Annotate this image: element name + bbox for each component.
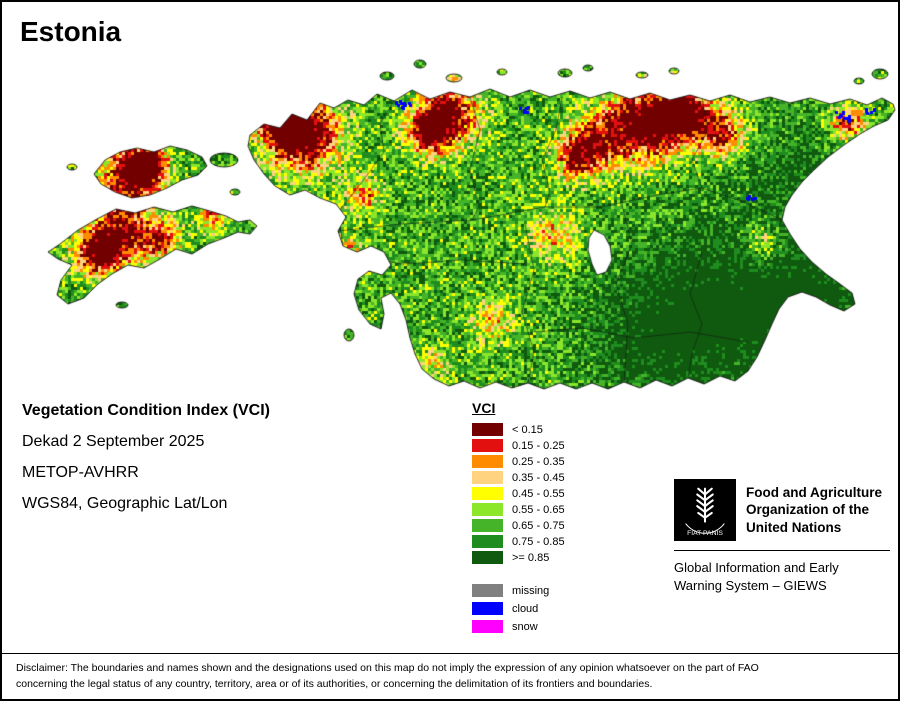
disclaimer-line1: Disclaimer: The boundaries and names sho…: [16, 662, 759, 674]
legend-swatch: [472, 423, 503, 436]
map-info-block: Vegetation Condition Index (VCI) Dekad 2…: [22, 402, 270, 526]
legend-extra-row: snow: [472, 620, 565, 633]
legend-extra-row: cloud: [472, 602, 565, 615]
legend-label: 0.15 - 0.25: [512, 439, 565, 452]
legend-extras: missing cloud snow: [472, 584, 565, 633]
legend-row: 0.25 - 0.35: [472, 455, 565, 468]
fao-divider: [674, 550, 890, 551]
projection-label: WGS84, Geographic Lat/Lon: [22, 495, 228, 512]
fao-block: FIAT PANIS Food and Agriculture Organiza…: [674, 479, 892, 595]
legend-row: >= 0.85: [472, 551, 565, 564]
legend-swatch: [472, 439, 503, 452]
legend-label: < 0.15: [512, 423, 543, 436]
legend-swatch-missing: [472, 584, 503, 597]
legend-label: 0.25 - 0.35: [512, 455, 565, 468]
fao-org-name: Food and Agriculture Organization of the…: [746, 485, 882, 535]
legend-swatch: [472, 455, 503, 468]
index-name-label: Vegetation Condition Index (VCI): [22, 402, 270, 419]
legend-row: 0.35 - 0.45: [472, 471, 565, 484]
legend-row: 0.55 - 0.65: [472, 503, 565, 516]
legend-label: 0.45 - 0.55: [512, 487, 565, 500]
legend-row: < 0.15: [472, 423, 565, 436]
fao-logo-icon: FIAT PANIS: [674, 479, 736, 541]
disclaimer: Disclaimer: The boundaries and names sho…: [2, 653, 898, 693]
legend-swatch-cloud: [472, 602, 503, 615]
legend-label: >= 0.85: [512, 551, 550, 564]
legend-row: 0.65 - 0.75: [472, 519, 565, 532]
legend-label-cloud: cloud: [512, 602, 539, 615]
legend-swatch: [472, 519, 503, 532]
legend-label-snow: snow: [512, 620, 538, 633]
legend-row: 0.15 - 0.25: [472, 439, 565, 452]
legend-swatch: [472, 551, 503, 564]
legend-label: 0.35 - 0.45: [512, 471, 565, 484]
legend-label: 0.75 - 0.85: [512, 535, 565, 548]
page-title: Estonia: [20, 16, 122, 47]
vci-raster-map: [2, 2, 900, 432]
legend-label: 0.65 - 0.75: [512, 519, 565, 532]
legend-extra-row: missing: [472, 584, 565, 597]
legend-title: VCI: [472, 400, 496, 416]
giews-label: Global Information and Early Warning Sys…: [674, 560, 839, 594]
legend-row: 0.75 - 0.85: [472, 535, 565, 548]
disclaimer-line2: concerning the legal status of any count…: [16, 678, 653, 691]
legend-swatch: [472, 471, 503, 484]
legend-swatch: [472, 503, 503, 516]
legend-label-missing: missing: [512, 584, 550, 597]
legend-swatch: [472, 487, 503, 500]
fao-motto: FIAT PANIS: [687, 530, 723, 537]
legend-swatch-snow: [472, 620, 503, 633]
fao-row: FIAT PANIS Food and Agriculture Organiza…: [674, 479, 892, 541]
legend-row: 0.45 - 0.55: [472, 487, 565, 500]
legend-label: 0.55 - 0.65: [512, 503, 565, 516]
legend-swatch: [472, 535, 503, 548]
legend: VCI < 0.15 0.15 - 0.25 0.25 - 0.35 0.35 …: [472, 400, 565, 638]
dekad-label: Dekad 2 September 2025: [22, 433, 205, 450]
sensor-label: METOP-AVHRR: [22, 464, 139, 481]
